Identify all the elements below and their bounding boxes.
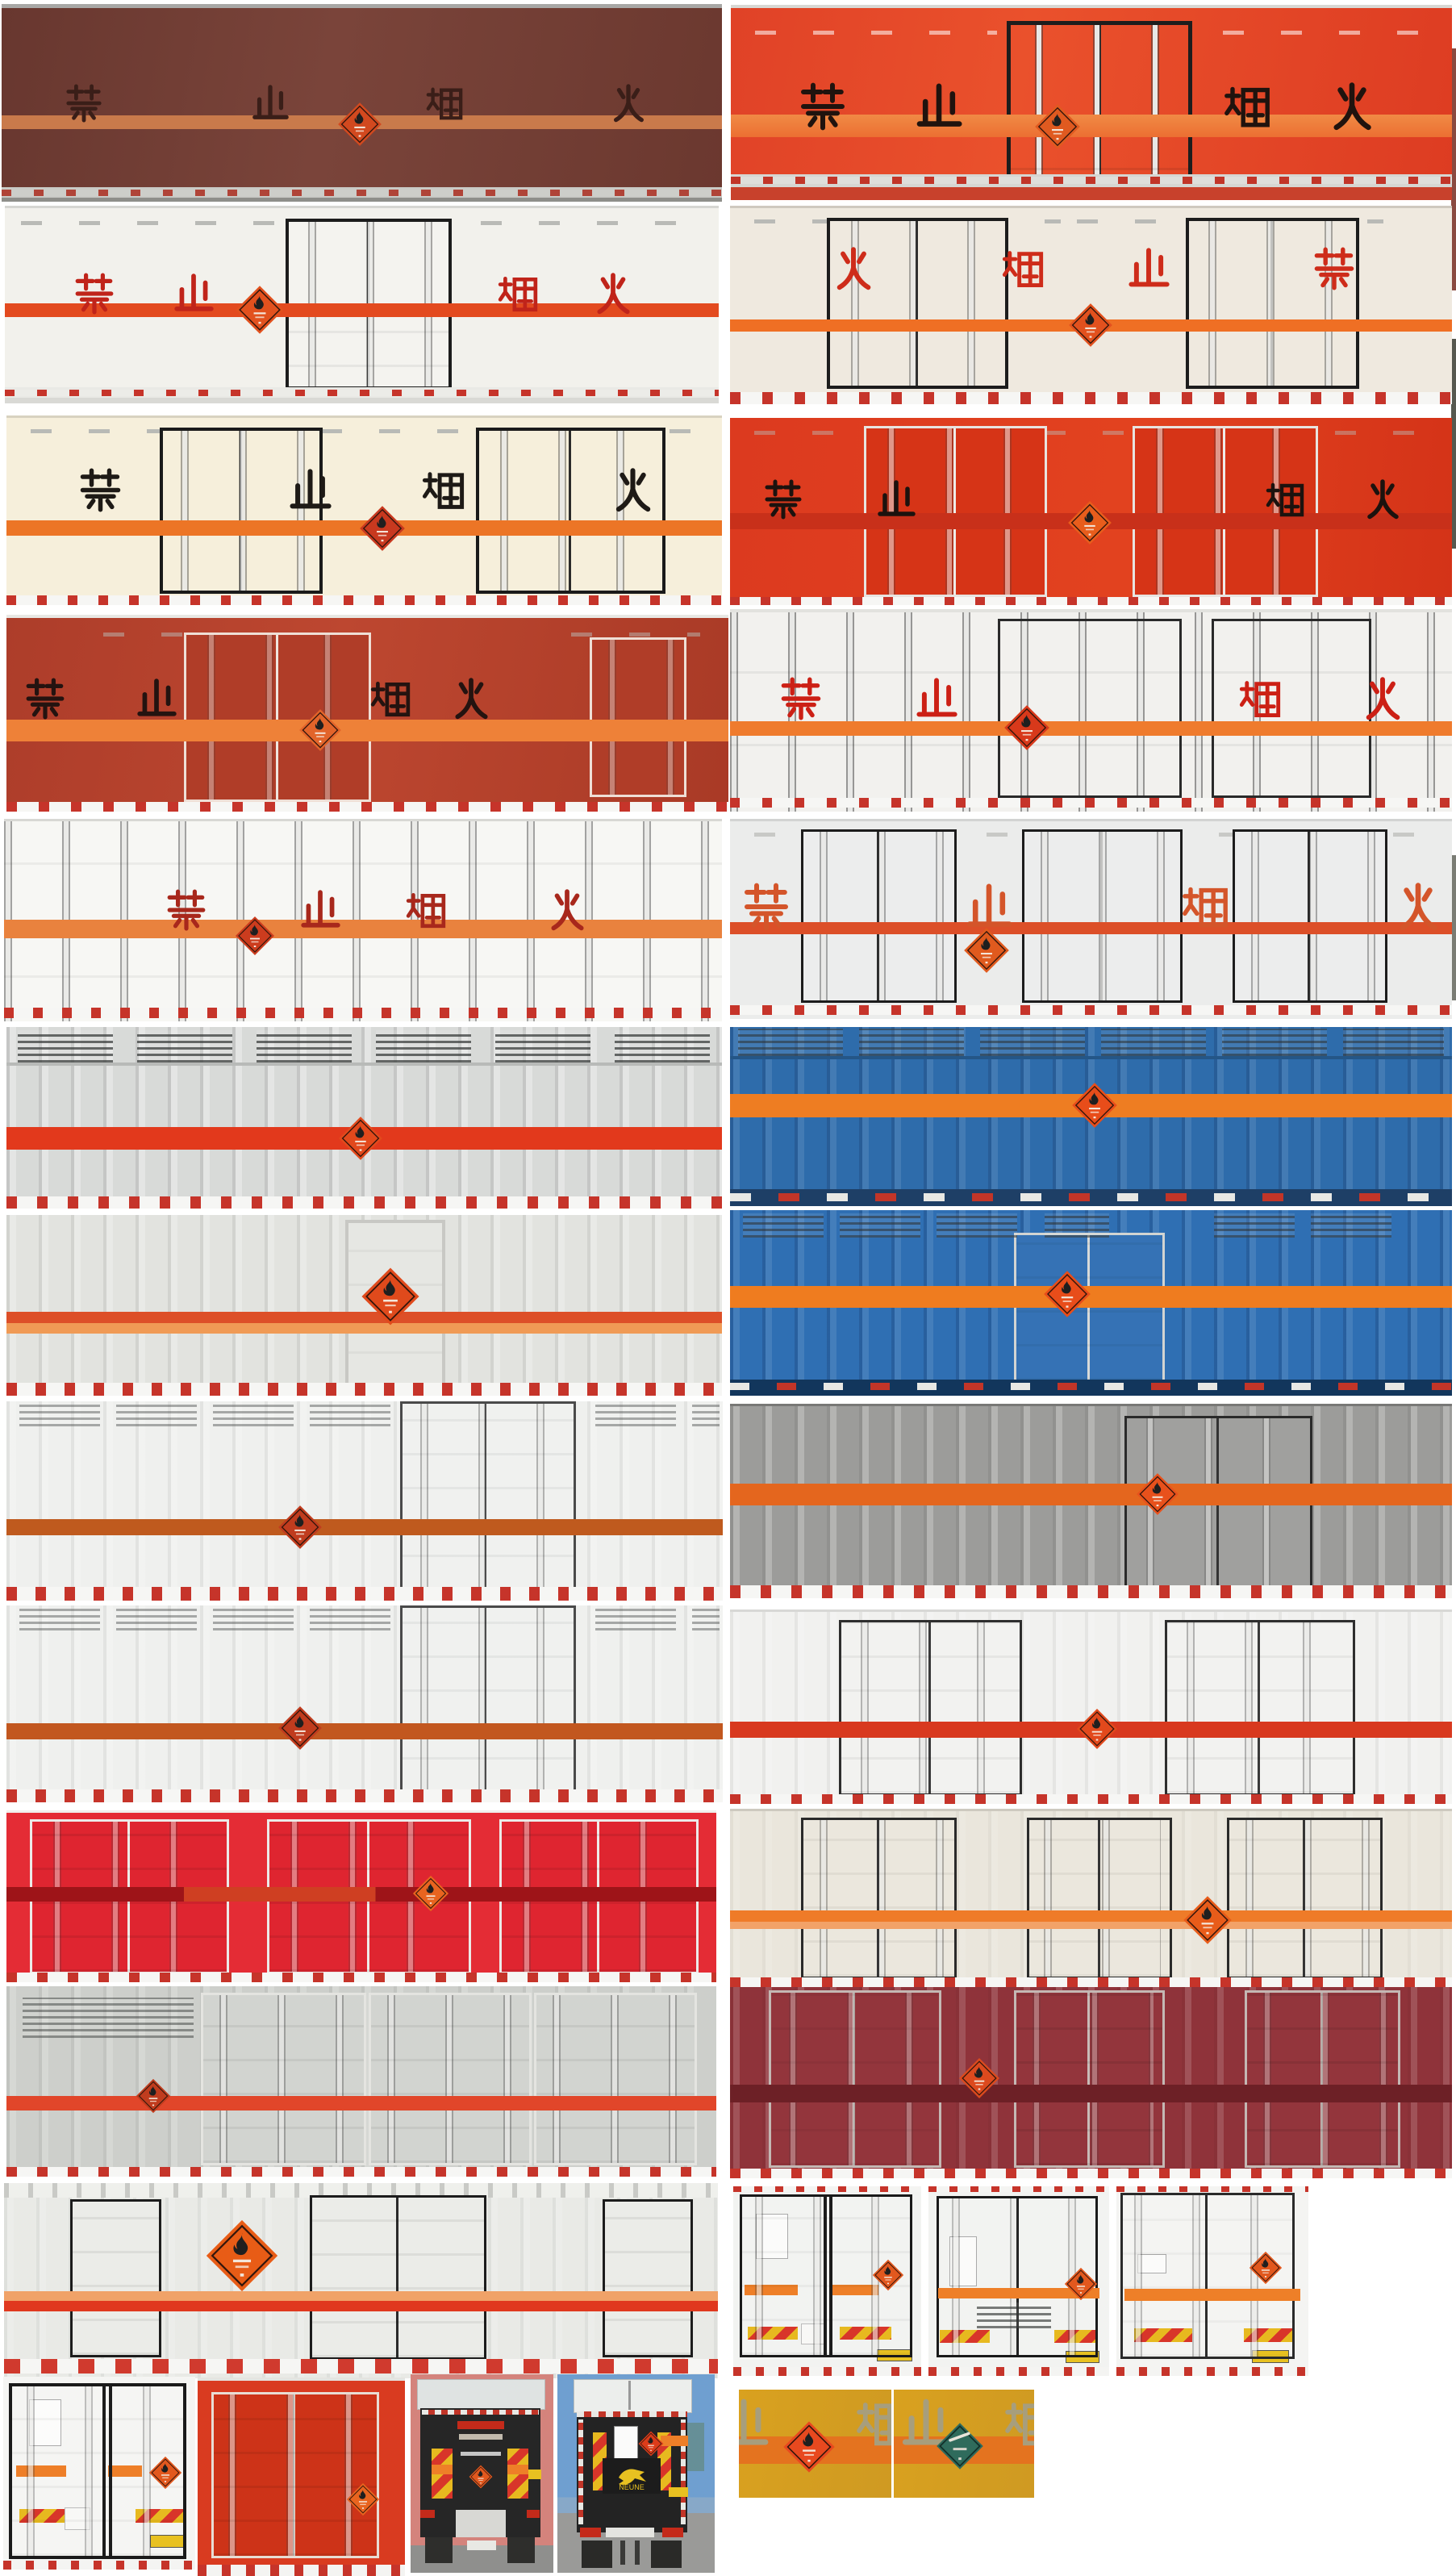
svg-text:NEUNE: NEUNE: [619, 2483, 645, 2491]
